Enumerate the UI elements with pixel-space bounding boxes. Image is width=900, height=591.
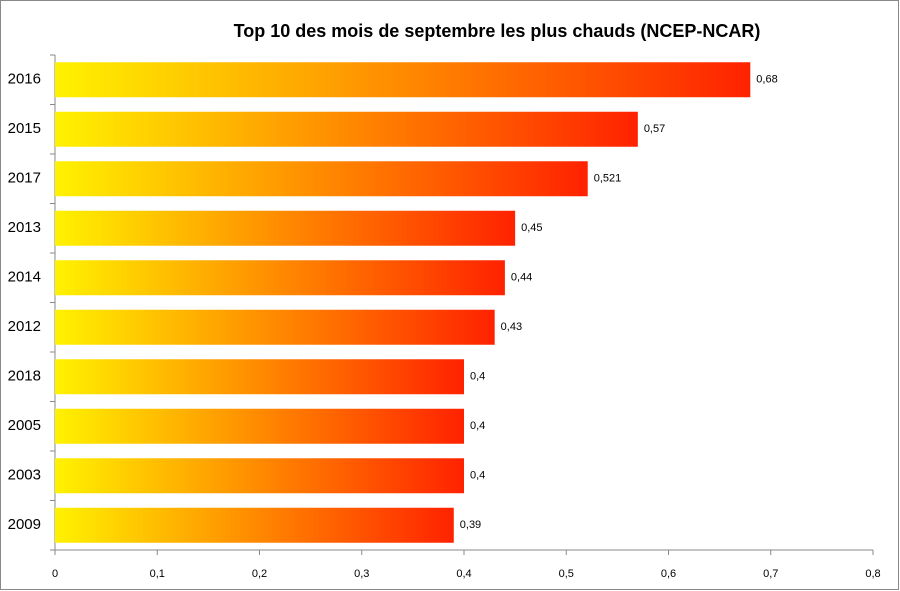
y-tick-label: 2015 (8, 120, 41, 137)
value-label: 0,57 (644, 123, 665, 135)
x-tick-label: 0,7 (763, 568, 778, 580)
bar (55, 161, 588, 197)
y-tick-label: 2018 (8, 368, 41, 385)
y-tick-label: 2013 (8, 219, 41, 236)
x-tick-label: 0,8 (865, 568, 880, 580)
x-tick-label: 0,4 (456, 568, 471, 580)
y-tick-label: 2014 (8, 269, 41, 286)
bar (55, 408, 464, 444)
y-tick-label: 2005 (8, 417, 41, 434)
bar (55, 458, 464, 494)
value-label: 0,45 (521, 222, 542, 234)
bar (55, 507, 454, 543)
value-label: 0,521 (594, 173, 622, 185)
y-tick-label: 2003 (8, 467, 41, 484)
bar (55, 260, 505, 296)
value-label: 0,4 (470, 371, 485, 383)
x-tick-label: 0 (52, 568, 58, 580)
value-label: 0,4 (470, 420, 485, 432)
y-tick-label: 2009 (8, 516, 41, 533)
value-label: 0,44 (511, 272, 532, 284)
bar (55, 359, 464, 395)
bar (55, 309, 495, 345)
y-tick-label: 2017 (8, 170, 41, 187)
y-tick-label: 2016 (8, 71, 41, 88)
x-tick-label: 0,1 (150, 568, 165, 580)
value-label: 0,4 (470, 470, 485, 482)
value-label: 0,68 (756, 74, 777, 86)
x-tick-label: 0,5 (559, 568, 574, 580)
bar (55, 111, 638, 147)
value-label: 0,43 (501, 321, 522, 333)
x-tick-label: 0,2 (252, 568, 267, 580)
x-tick-label: 0,3 (354, 568, 369, 580)
x-tick-label: 0,6 (661, 568, 676, 580)
value-label: 0,39 (460, 519, 481, 531)
y-tick-label: 2012 (8, 318, 41, 335)
chart-title: Top 10 des mois de septembre les plus ch… (234, 21, 761, 41)
bar (55, 210, 516, 246)
bar (55, 62, 751, 98)
